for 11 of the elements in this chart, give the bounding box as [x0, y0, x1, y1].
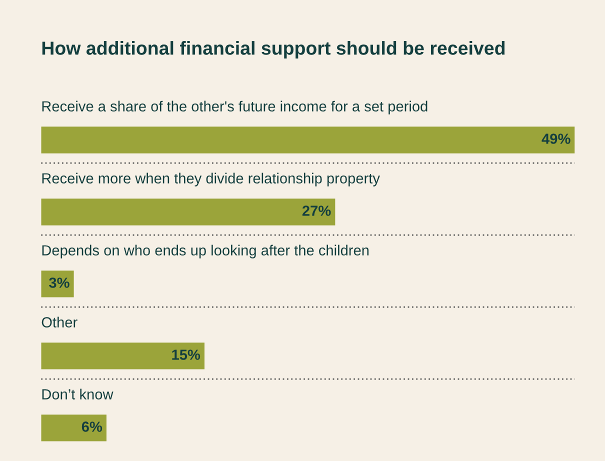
y-tick-label: Receive more when they divide relationship property: [42, 172, 380, 186]
y-tick-label: Receive a share of the other's future income for a set period: [42, 100, 428, 114]
data-label: 6%: [82, 422, 102, 432]
data-label: 27%: [302, 206, 331, 216]
data-label: 3%: [49, 278, 70, 288]
y-tick-label: Depends on who ends up looking after the children: [42, 244, 369, 258]
data-label: 49%: [542, 134, 570, 144]
data-label: 15%: [172, 350, 200, 360]
y-tick-label: Other: [42, 316, 78, 328]
y-tick-label: Don’t know: [42, 388, 114, 400]
chart-title: How additional financial support should be received: [42, 41, 505, 59]
